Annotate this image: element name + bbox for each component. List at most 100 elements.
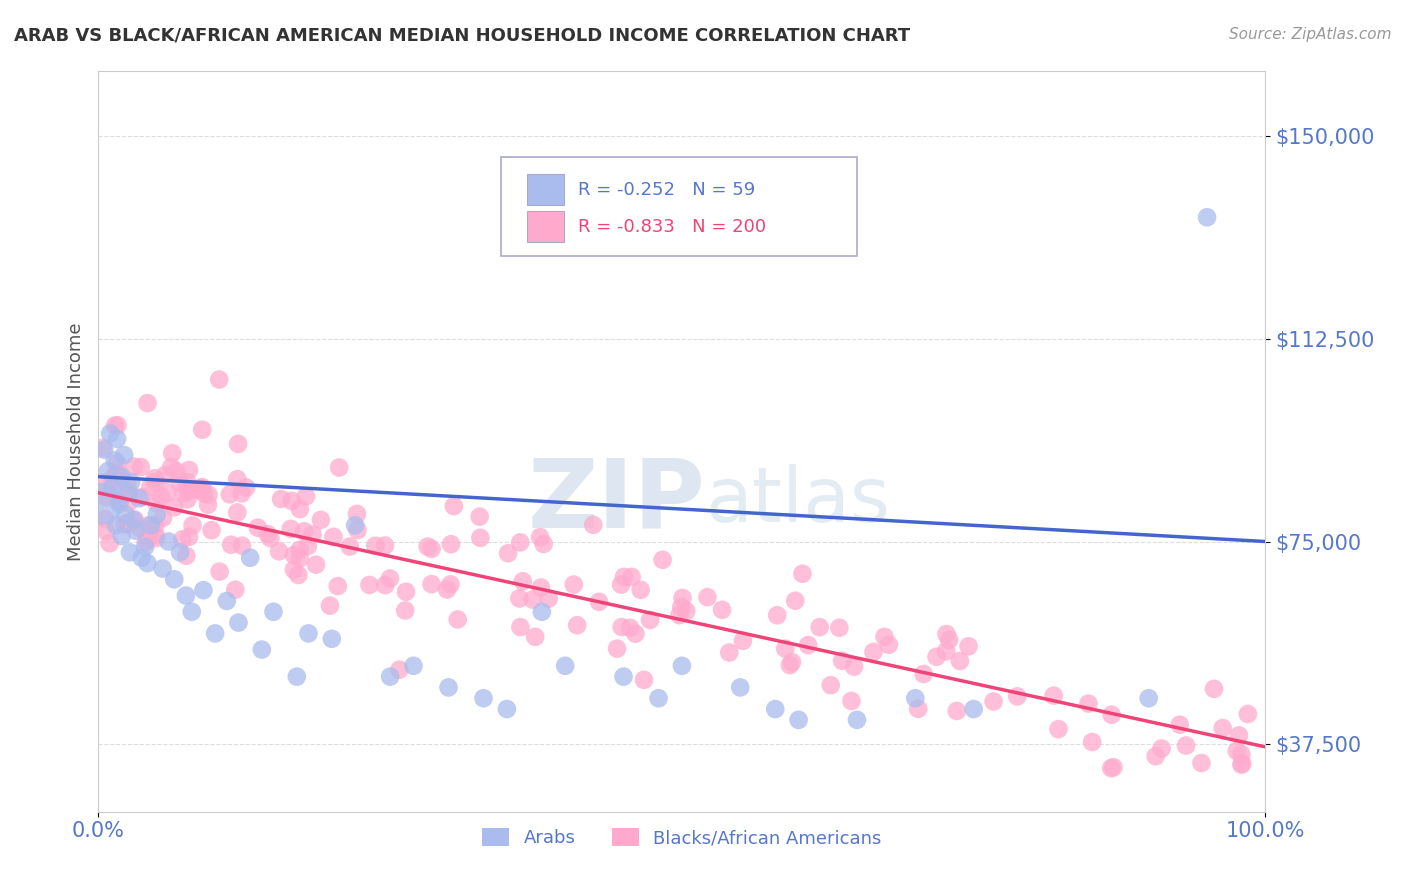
Point: [270, 491, 292, 506]
Point: [877, 638, 900, 652]
Point: [785, 593, 807, 607]
Point: [1175, 739, 1198, 753]
Point: [797, 638, 820, 652]
Point: [297, 539, 319, 553]
Point: [1101, 707, 1123, 722]
Point: [524, 630, 547, 644]
Point: [346, 523, 368, 537]
Point: [512, 574, 534, 589]
Point: [177, 463, 200, 477]
Point: [111, 469, 134, 483]
Point: [1077, 697, 1099, 711]
Point: [231, 486, 253, 500]
Point: [114, 508, 136, 522]
Point: [152, 511, 174, 525]
Point: [101, 480, 124, 494]
Point: [152, 561, 174, 575]
Point: [283, 563, 305, 577]
Point: [145, 496, 167, 510]
Point: [562, 577, 585, 591]
Point: [309, 513, 332, 527]
Point: [280, 494, 302, 508]
Point: [155, 467, 177, 482]
Point: [718, 646, 741, 660]
FancyBboxPatch shape: [501, 156, 856, 257]
Point: [671, 600, 693, 615]
Point: [219, 538, 242, 552]
Point: [259, 531, 281, 545]
Point: [1047, 722, 1070, 736]
Point: [224, 582, 246, 597]
Point: [287, 568, 309, 582]
Point: [292, 524, 315, 539]
Point: [129, 460, 152, 475]
Point: [174, 549, 197, 563]
Point: [228, 615, 250, 630]
Point: [1226, 744, 1249, 758]
Point: [124, 513, 146, 527]
Point: [949, 654, 972, 668]
Point: [567, 618, 589, 632]
Point: [118, 545, 141, 559]
Point: [239, 550, 262, 565]
Point: [145, 527, 167, 541]
Point: [288, 502, 311, 516]
Point: [904, 691, 927, 706]
Point: [190, 482, 212, 496]
Point: [173, 486, 195, 500]
Point: [1150, 741, 1173, 756]
Point: [131, 550, 153, 565]
Point: [301, 527, 323, 541]
Point: [530, 605, 553, 619]
Point: [157, 534, 180, 549]
Point: [766, 608, 789, 623]
Point: [180, 605, 202, 619]
Point: [267, 544, 290, 558]
Point: [288, 551, 311, 566]
Point: [98, 426, 121, 441]
Point: [156, 485, 179, 500]
Point: [1191, 756, 1213, 770]
Point: [509, 620, 531, 634]
Point: [831, 654, 853, 668]
Point: [319, 599, 342, 613]
Point: [98, 536, 121, 550]
Point: [197, 488, 219, 502]
Point: [169, 475, 191, 490]
Point: [135, 535, 157, 549]
Point: [226, 472, 249, 486]
Point: [925, 649, 948, 664]
Point: [624, 626, 647, 640]
Bar: [527, 211, 564, 243]
Point: [613, 570, 636, 584]
Text: Source: ZipAtlas.com: Source: ZipAtlas.com: [1229, 27, 1392, 42]
Point: [93, 442, 115, 457]
Point: [94, 512, 117, 526]
Point: [117, 486, 139, 500]
Point: [1236, 706, 1258, 721]
Point: [120, 475, 142, 489]
Point: [246, 521, 269, 535]
Point: [208, 373, 231, 387]
Point: [588, 595, 610, 609]
Point: [1137, 691, 1160, 706]
Point: [326, 579, 349, 593]
Point: [395, 584, 418, 599]
Point: [731, 633, 754, 648]
Point: [215, 594, 238, 608]
Point: [374, 578, 396, 592]
Point: [440, 537, 463, 551]
Point: [169, 545, 191, 559]
Point: [134, 540, 156, 554]
Point: [1005, 690, 1028, 704]
Point: [108, 471, 131, 485]
Point: [295, 489, 318, 503]
Point: [359, 578, 381, 592]
Point: [117, 477, 139, 491]
Point: [1102, 760, 1125, 774]
Point: [96, 490, 118, 504]
Point: [1081, 735, 1104, 749]
Point: [143, 518, 166, 533]
Point: [496, 702, 519, 716]
Point: [166, 464, 188, 478]
